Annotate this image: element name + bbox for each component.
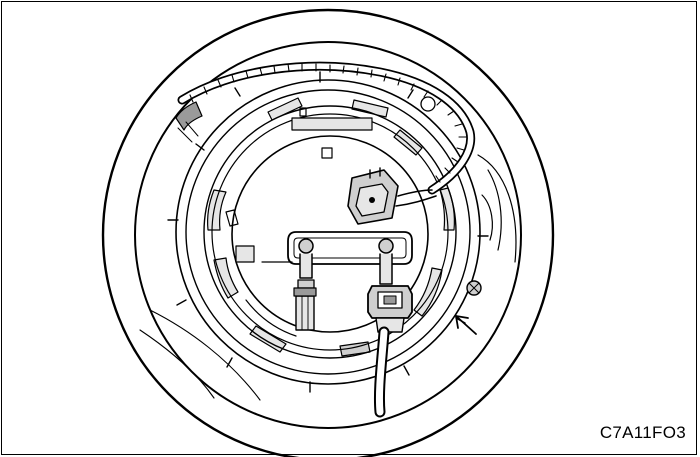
fuel-hose: [373, 326, 390, 418]
fuel-line-bracket: [287, 231, 413, 289]
tank-panel-left: [139, 309, 261, 401]
fuel-line-connector-icon: [367, 285, 413, 333]
wiring-conduit: [175, 61, 476, 195]
flange-top-details: [291, 96, 436, 159]
lock-ring: [167, 71, 489, 393]
arrow-icon: [455, 315, 477, 335]
access-opening: [101, 8, 555, 457]
electrical-connector-icon: [347, 167, 437, 225]
tank-panel-right: [477, 154, 517, 263]
fuel-pipe-left: [293, 287, 317, 331]
flange-lower-details: [225, 209, 297, 337]
figure-code: C7A11FO3: [599, 423, 686, 442]
pump-flange: [203, 105, 457, 359]
screw-icon: [466, 280, 482, 296]
